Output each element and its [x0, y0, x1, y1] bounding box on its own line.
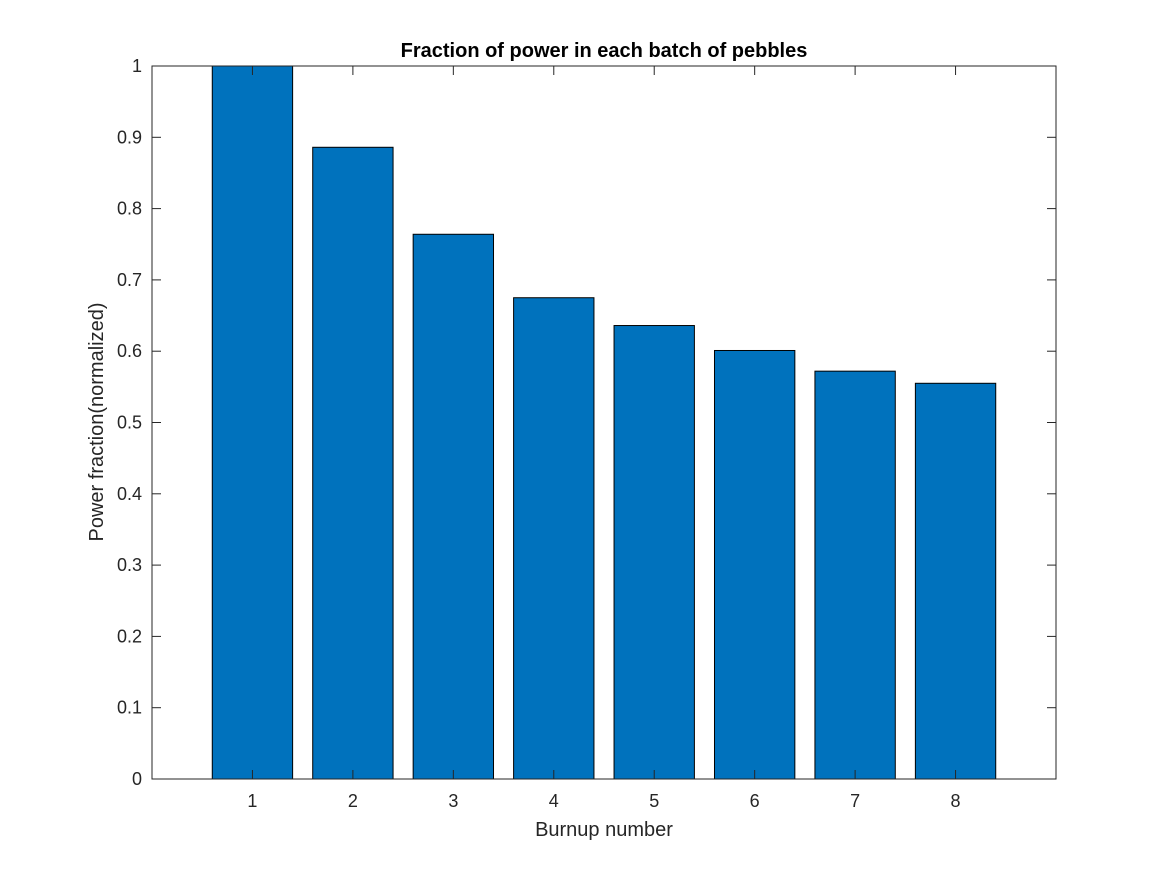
bar-2 [312, 146, 394, 780]
bar-8 [914, 382, 997, 780]
bar-7 [814, 370, 896, 780]
bar-6 [713, 349, 796, 780]
plot-area [152, 66, 1056, 779]
x-tick-label: 2 [348, 791, 358, 811]
y-tick-label: 0.9 [117, 127, 142, 147]
bar-5 [613, 325, 695, 780]
y-tick-label: 0.5 [117, 413, 142, 433]
x-tick-label: 6 [750, 791, 760, 811]
y-tick-label: 0.4 [117, 484, 142, 504]
bars-layer [211, 65, 997, 780]
ticks-layer: 1 2 3 4 5 6 7 8 0 0.1 0.2 0.3 0.4 0.5 0.6 0.7 0.8 0.9 1 [117, 56, 1056, 811]
y-axis-title: Power fraction(normalized) [86, 303, 108, 542]
y-tick-label: 0.1 [117, 698, 142, 718]
bar-3 [412, 233, 495, 780]
y-tick-label: 0.7 [117, 270, 142, 290]
y-tick-label: 0.2 [117, 626, 142, 646]
bar-1 [211, 65, 294, 780]
y-tick-label: 0 [132, 769, 142, 789]
x-tick-label: 3 [448, 791, 458, 811]
y-tick-label: 0.6 [117, 341, 142, 361]
y-tick-label: 1 [132, 56, 142, 76]
bar-4 [513, 297, 595, 780]
x-tick-label: 7 [850, 791, 860, 811]
x-axis-title: Burnup number [535, 819, 673, 841]
x-tick-label: 4 [549, 791, 559, 811]
x-tick-label: 5 [649, 791, 659, 811]
x-tick-label: 1 [247, 791, 257, 811]
chart-title: Fraction of power in each batch of pebbl… [401, 40, 808, 62]
x-tick-label: 8 [951, 791, 961, 811]
y-tick-label: 0.3 [117, 555, 142, 575]
y-tick-label: 0.8 [117, 199, 142, 219]
